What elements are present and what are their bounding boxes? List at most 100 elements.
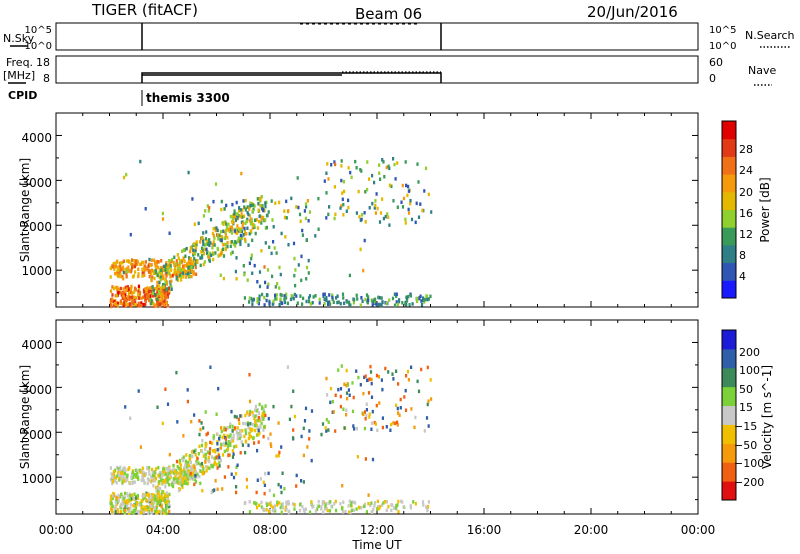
xtick-0400: 04:00 [146,523,181,537]
echo-cell [123,295,126,299]
echo-cell [355,426,358,431]
echo-cell [393,292,396,296]
echo-cell [256,425,260,430]
echo-cell [166,402,170,406]
echo-cell [167,468,170,473]
echo-cell [236,212,239,217]
echo-cell [112,491,115,496]
echo-cell [395,294,398,298]
echo-cell [253,441,256,445]
echo-cell [152,474,155,479]
echo-cell [167,502,170,507]
echo-cell [148,289,151,294]
echo-cell [323,297,326,302]
echo-cell [261,215,264,220]
echo-cell [263,483,266,487]
echo-cell [161,268,165,273]
echo-cell [218,253,221,257]
colorbar-frame [721,329,737,501]
echo-cell [250,219,253,223]
echo-cell [158,289,161,294]
echo-cell [114,501,117,505]
echo-cell [152,288,155,293]
echo-cell [202,454,205,458]
echo-cell [293,256,296,261]
echo-cell [378,163,381,167]
echo-cell [228,435,231,439]
echo-cell [332,410,335,414]
echo-cell [241,222,244,226]
echo-cell [258,418,261,423]
echo-cell [380,378,383,382]
echo-cell [195,245,198,250]
echo-cell [134,300,137,304]
echo-cell [164,293,167,298]
echo-cell [349,170,352,175]
echo-cell [324,504,327,508]
velocity-echo-points [109,364,433,515]
echo-cell [263,208,266,213]
echo-cell [262,208,265,213]
echo-cell [295,484,298,488]
echo-cell [188,473,191,477]
echo-cell [392,199,395,203]
echo-cell [421,500,425,504]
echo-cell [193,256,196,261]
echo-cell [246,422,250,427]
echo-cell [417,389,421,394]
echo-cell [305,299,308,304]
echo-cell [175,459,179,464]
echo-cell [252,413,255,418]
echo-cell [320,507,323,511]
echo-cell [303,419,307,423]
echo-cell [276,500,279,504]
echo-cell [111,504,114,509]
echo-cell [427,424,430,428]
echo-cell [148,294,151,299]
echo-cell [141,274,144,278]
echo-cell [140,296,143,301]
echo-cell [115,498,118,503]
echo-cell [397,510,400,514]
echo-cell [421,208,424,213]
power-cbar-tick-8: 8 [739,249,746,262]
echo-cell [143,508,146,512]
echo-cell [287,209,290,213]
echo-cell [175,262,178,266]
echo-cell [280,490,283,495]
echo-cell [281,301,284,306]
echo-cell [326,508,329,513]
echo-cell [197,461,200,465]
echo-cell [255,218,258,222]
echo-cell [156,496,160,501]
echo-cell [184,475,187,479]
xtick-0800: 08:00 [253,523,288,537]
echo-cell [263,508,266,512]
echo-cell [129,494,132,498]
echo-cell [322,510,325,514]
echo-cell [405,374,408,378]
echo-cell [249,427,252,431]
cpid-value: themis 3300 [146,91,230,105]
echo-cell [255,490,258,495]
echo-cell [197,253,200,257]
echo-cell [377,506,380,511]
echo-cell [353,427,356,431]
echo-cell [394,506,397,510]
echo-cell [182,275,185,279]
echo-cell [158,480,161,484]
echo-cell [254,408,257,412]
echo-cell [381,158,384,162]
echo-cell [231,455,235,459]
echo-cell [165,499,169,504]
echo-cell [396,302,399,307]
echo-cell [175,469,178,473]
echo-cell [112,286,116,291]
echo-cell [158,288,161,292]
echo-cell [382,160,385,164]
echo-cell [289,297,293,302]
echo-cell [268,502,271,506]
echo-cell [200,461,203,466]
echo-cell [260,221,263,225]
echo-cell [280,445,283,449]
